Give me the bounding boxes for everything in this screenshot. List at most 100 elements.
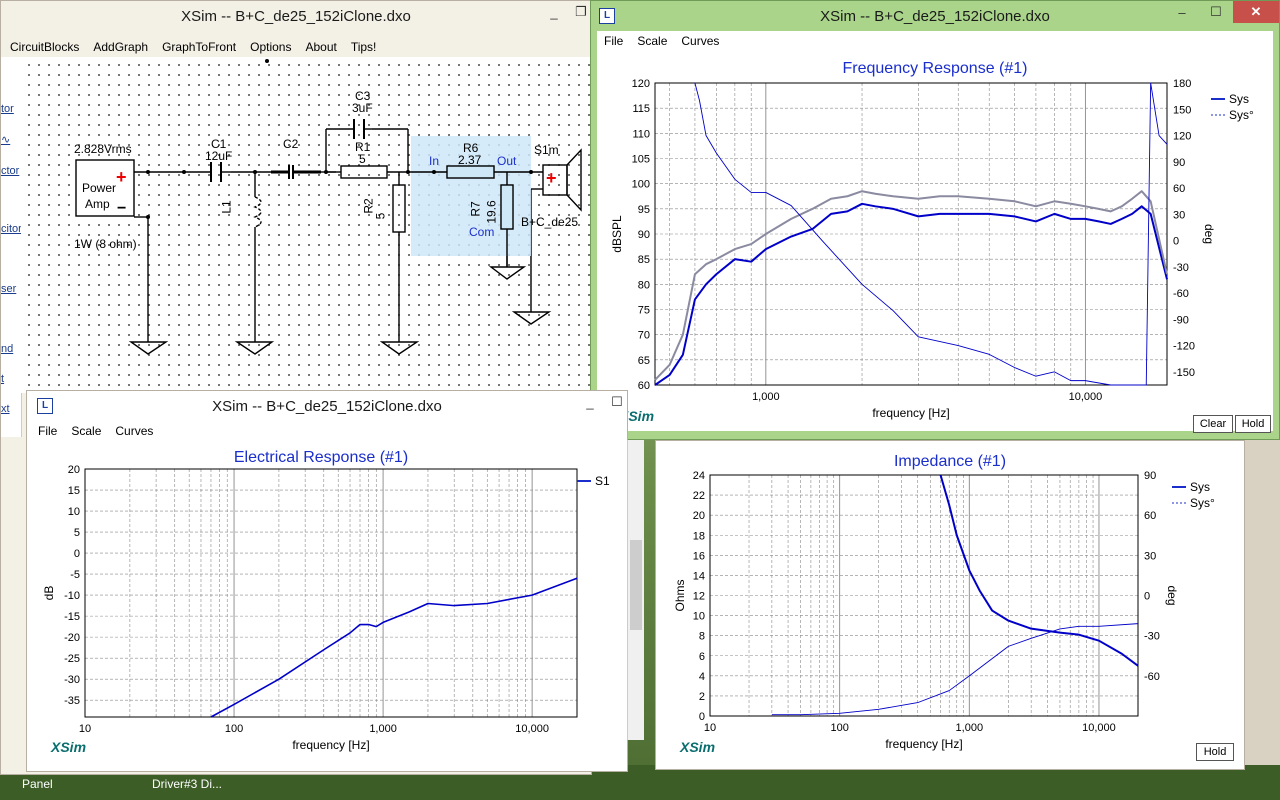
y2-tick-label: 30	[1173, 209, 1185, 221]
r7-value: 19.6	[484, 200, 499, 224]
r1-name: R1	[355, 140, 371, 154]
y-tick-label: 75	[638, 305, 650, 317]
x-axis-label: frequency [Hz]	[885, 737, 962, 751]
menu-scale[interactable]: Scale	[71, 424, 102, 438]
y-tick-label: 22	[693, 490, 705, 502]
circuit-window[interactable]: XSim -- B+C_de25_152iClone.dxo _ ❐ Circu…	[0, 0, 593, 775]
toolbox-item-resistor[interactable]: tor	[1, 103, 14, 115]
y-axis-label: dB	[42, 586, 56, 601]
menu-curves[interactable]: Curves	[115, 424, 154, 438]
toolbox-item-driver[interactable]: ser	[1, 283, 17, 295]
r2-value: 5	[373, 212, 388, 220]
y-tick-label: 120	[632, 78, 650, 90]
y2-tick-label: 90	[1144, 470, 1156, 482]
impedance-window[interactable]: Impedance (#1) 24 22 20 18 16 14 12 10 8 6 4 2 0 90 60…	[655, 440, 1245, 770]
circuit-window-title: XSim -- B+C_de25_152iClone.dxo	[181, 7, 411, 25]
maximize-icon[interactable]: ☐	[611, 394, 623, 409]
y2-tick-label: -60	[1173, 288, 1189, 300]
toolbox-item-ext[interactable]: xt	[1, 403, 10, 415]
menu-about[interactable]: About	[305, 40, 337, 54]
c3-value: 3uF	[352, 101, 373, 115]
vertical-scrollbar[interactable]	[627, 440, 644, 740]
menu-curves[interactable]: Curves	[681, 34, 720, 48]
close-icon[interactable]: ✕	[1233, 1, 1279, 23]
x-axis-label: frequency [Hz]	[872, 406, 949, 420]
desktop-house-wall	[1245, 430, 1280, 770]
y-tick-label: 60	[638, 380, 650, 392]
y-tick-label: 5	[74, 527, 80, 539]
y-tick-label: -20	[64, 632, 80, 644]
inductor-icon[interactable]: ∿	[1, 134, 11, 146]
menu-graphtofront[interactable]: GraphToFront	[162, 40, 237, 54]
scrollbar-thumb[interactable]	[630, 540, 642, 630]
y2-axis-label: deg	[1165, 585, 1179, 605]
x-tick-label: 10,000	[1069, 391, 1103, 403]
menu-circuitblocks[interactable]: CircuitBlocks	[10, 40, 80, 54]
freq-menubar: File Scale Curves	[597, 31, 1273, 51]
y-tick-label: 70	[638, 330, 650, 342]
y2-tick-label: -60	[1144, 671, 1160, 683]
frequency-response-window[interactable]: L XSim -- B+C_de25_152iClone.dxo – ☐ ✕ F…	[590, 0, 1280, 440]
pad-out-label: Out	[497, 154, 517, 168]
c1-value: 12uF	[205, 149, 233, 163]
y-tick-label: 6	[699, 651, 705, 663]
y2-tick-label: 120	[1173, 131, 1191, 143]
x-tick-label: 10	[79, 723, 91, 735]
hold-button[interactable]: Hold	[1235, 415, 1271, 433]
taskbar-item-panel[interactable]: Panel	[22, 777, 53, 791]
circuit-window-titlebar[interactable]: XSim -- B+C_de25_152iClone.dxo _ ❐	[1, 1, 591, 31]
maximize-icon[interactable]: ☐	[1210, 4, 1222, 19]
y-tick-label: 100	[632, 179, 650, 191]
driver-name: S1m	[534, 143, 559, 157]
toolbox-item-ground[interactable]: nd	[1, 343, 14, 355]
sys-spl-reference-curve	[654, 190, 1168, 381]
y-tick-label: -15	[64, 611, 80, 623]
xsim-app-icon: L	[599, 8, 615, 24]
legend-label: S1	[595, 474, 610, 488]
y2-tick-label: 90	[1173, 157, 1185, 169]
hold-button[interactable]: Hold	[1196, 743, 1234, 761]
toolbox-item-inductor[interactable]: ctor	[1, 165, 20, 177]
plus-icon: +	[116, 167, 127, 187]
elec-window-titlebar[interactable]: L XSim -- B+C_de25_152iClone.dxo _ ☐	[27, 391, 627, 421]
y-tick-label: 80	[638, 279, 650, 291]
menu-file[interactable]: File	[604, 34, 624, 48]
y2-tick-label: 0	[1173, 236, 1179, 248]
minimize-icon[interactable]: _	[550, 4, 558, 20]
circuit-canvas[interactable]: 2.828Vrms Power Amp + − 1W (8 ohm) C1 12…	[21, 57, 593, 393]
minimize-icon[interactable]: –	[1178, 4, 1186, 20]
y2-tick-label: 0	[1144, 591, 1150, 603]
taskbar-item-driver[interactable]: Driver#3 Di...	[152, 777, 223, 791]
electrical-response-window[interactable]: L XSim -- B+C_de25_152iClone.dxo _ ☐ Fil…	[26, 390, 628, 772]
elec-plot-area: Electrical Response (#1) 20 15 10 5 0 -5 -10 -1…	[31, 443, 611, 765]
minimize-icon[interactable]: _	[586, 394, 594, 410]
c1-name: C1	[211, 137, 227, 151]
x-tick-label: 10,000	[1082, 722, 1116, 734]
y-tick-label: 8	[699, 631, 705, 643]
y-tick-label: -35	[64, 695, 80, 707]
restore-icon[interactable]: ❐	[575, 4, 587, 19]
clear-button[interactable]: Clear	[1193, 415, 1233, 433]
sys-phase-curve	[694, 82, 1168, 386]
menu-scale[interactable]: Scale	[637, 34, 668, 48]
driver-label: B+C_de25	[521, 215, 579, 229]
y-tick-label: 115	[632, 103, 650, 115]
menu-addgraph[interactable]: AddGraph	[93, 40, 149, 54]
legend-label: Sys°	[1190, 496, 1215, 510]
menu-tips[interactable]: Tips!	[350, 40, 377, 54]
y-tick-label: 105	[632, 154, 650, 166]
y-tick-label: 15	[68, 485, 80, 497]
toolbox-item-text[interactable]: t	[1, 373, 5, 385]
plot-frame	[84, 468, 578, 718]
freq-plot-area: Frequency Response (#1) 120 115 110 105 100 9…	[597, 51, 1273, 433]
source-rating-label: 1W (8 ohm)	[74, 237, 137, 251]
y-tick-label: 90	[638, 229, 650, 241]
y-tick-label: 16	[693, 550, 705, 562]
menu-file[interactable]: File	[38, 424, 58, 438]
y2-tick-label: 180	[1173, 78, 1191, 90]
menu-options[interactable]: Options	[250, 40, 292, 54]
toolbox-item-capacitor[interactable]: citor	[1, 223, 22, 235]
x-tick-label: 100	[830, 722, 848, 734]
freq-window-titlebar[interactable]: L XSim -- B+C_de25_152iClone.dxo – ☐ ✕	[591, 1, 1279, 31]
c3-name: C3	[355, 89, 371, 103]
